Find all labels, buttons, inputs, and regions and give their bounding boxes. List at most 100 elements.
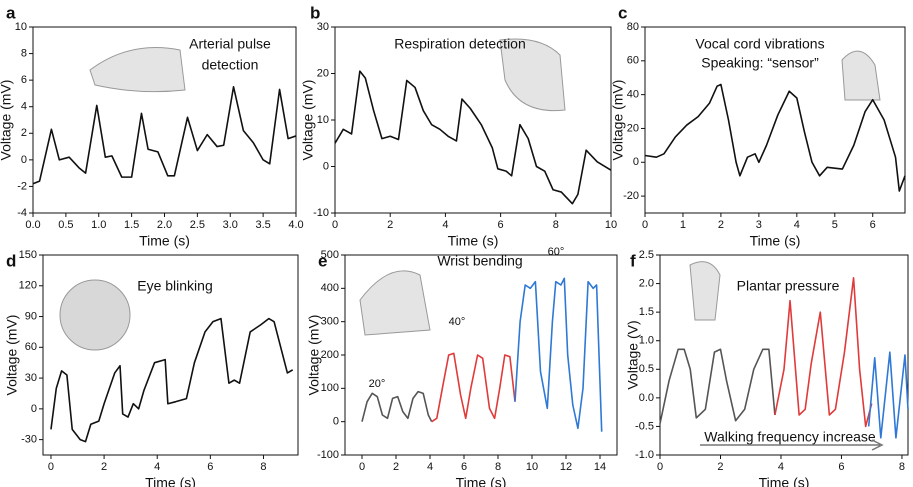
x-tick-label: 0.0 bbox=[25, 219, 40, 231]
y-axis-label: Voltage (mV) bbox=[306, 315, 322, 396]
y-tick-label: 150 bbox=[19, 249, 37, 261]
y-tick-label: 0 bbox=[21, 154, 27, 166]
x-axis-label: Time (s) bbox=[759, 475, 810, 487]
x-tick-label: 2 bbox=[717, 461, 723, 473]
y-tick-label: -10 bbox=[313, 207, 329, 219]
y-tick-label: 400 bbox=[321, 282, 339, 294]
y-tick-label: 0.5 bbox=[639, 363, 654, 375]
y-tick-label: 0.0 bbox=[639, 392, 654, 404]
y-tick-label: 1.0 bbox=[639, 335, 654, 347]
x-tick-label: 5 bbox=[832, 219, 838, 231]
y-tick-label: -1.0 bbox=[635, 449, 654, 461]
y-tick-label: 6 bbox=[21, 74, 27, 86]
y-tick-label: 500 bbox=[321, 249, 339, 261]
plot-frame bbox=[659, 254, 909, 456]
face-icon bbox=[59, 279, 131, 351]
x-tick-label: 0 bbox=[332, 219, 338, 231]
y-tick-label: -100 bbox=[317, 449, 339, 461]
x-tick-label: 2.5 bbox=[190, 219, 205, 231]
x-tick-label: 6 bbox=[498, 219, 504, 231]
face-illustration bbox=[499, 38, 566, 112]
x-tick-label: 4 bbox=[154, 461, 160, 473]
y-axis-label: Voltage (mV) bbox=[610, 80, 626, 161]
x-axis-label: Time (s) bbox=[750, 233, 801, 249]
y-axis-label: Voltage (V) bbox=[625, 320, 641, 389]
x-tick-label: 6 bbox=[870, 219, 876, 231]
y-tick-label: 80 bbox=[627, 21, 639, 33]
wrist-illustration bbox=[359, 270, 431, 336]
y-axis-label: Voltage (mV) bbox=[300, 80, 316, 161]
x-tick-label: 10 bbox=[526, 461, 538, 473]
x-tick-label: 0 bbox=[657, 461, 663, 473]
annotation: Speaking: “sensor” bbox=[701, 55, 819, 71]
x-tick-label: 0.5 bbox=[58, 219, 73, 231]
annotation: Arterial pulse bbox=[189, 36, 271, 52]
y-tick-label: 90 bbox=[25, 310, 37, 322]
y-tick-label: -4 bbox=[17, 207, 27, 219]
annotation: Plantar pressure bbox=[737, 278, 840, 294]
illustrations bbox=[59, 38, 881, 351]
child-illustration bbox=[689, 261, 721, 321]
y-tick-label: 0 bbox=[323, 160, 329, 172]
y-tick-label: 0 bbox=[31, 403, 37, 415]
annotation: Wrist bending bbox=[437, 253, 522, 269]
y-tick-label: 0 bbox=[333, 416, 339, 428]
panel-label: d bbox=[6, 251, 16, 270]
x-tick-label: 8 bbox=[899, 461, 905, 473]
x-tick-label: 3.0 bbox=[223, 219, 238, 231]
x-tick-label: 4 bbox=[778, 461, 784, 473]
x-tick-label: 4 bbox=[442, 219, 448, 231]
series-label: 20° bbox=[369, 378, 386, 390]
y-axis-label: Voltage (mV) bbox=[0, 80, 14, 161]
x-tick-label: 2 bbox=[718, 219, 724, 231]
data-line bbox=[32, 85, 297, 185]
y-tick-label: 60 bbox=[627, 55, 639, 67]
y-tick-label: 60 bbox=[25, 341, 37, 353]
hand-illustration bbox=[89, 47, 186, 93]
data-line bbox=[644, 83, 906, 192]
y-axis-label: Voltage (mV) bbox=[4, 315, 20, 396]
panel-label: c bbox=[618, 3, 627, 22]
plot-frame bbox=[42, 254, 299, 456]
x-tick-label: 8 bbox=[495, 461, 501, 473]
y-tick-label: 100 bbox=[321, 382, 339, 394]
y-tick-label: 30 bbox=[25, 372, 37, 384]
speaker-illustration bbox=[841, 50, 881, 101]
x-tick-label: 1.5 bbox=[124, 219, 139, 231]
y-tick-label: 200 bbox=[321, 349, 339, 361]
x-tick-label: 12 bbox=[560, 461, 572, 473]
y-tick-label: 40 bbox=[627, 89, 639, 101]
series-label: 40° bbox=[449, 316, 466, 328]
x-tick-label: 14 bbox=[594, 461, 606, 473]
panel-label: a bbox=[6, 3, 16, 22]
data-line bbox=[50, 317, 294, 443]
x-axis-label: Time (s) bbox=[456, 475, 507, 487]
y-tick-label: 300 bbox=[321, 316, 339, 328]
x-tick-label: 0 bbox=[359, 461, 365, 473]
x-tick-label: 2 bbox=[387, 219, 393, 231]
x-tick-label: 6 bbox=[838, 461, 844, 473]
data-line bbox=[867, 351, 909, 439]
y-tick-label: 2.5 bbox=[639, 249, 654, 261]
annotation: Vocal cord vibrations bbox=[695, 36, 824, 52]
x-axis-label: Time (s) bbox=[139, 233, 190, 249]
x-tick-label: 6 bbox=[461, 461, 467, 473]
x-tick-label: 8 bbox=[260, 461, 266, 473]
y-tick-label: 4 bbox=[21, 101, 27, 113]
x-tick-label: 4.0 bbox=[288, 219, 303, 231]
x-tick-label: 4 bbox=[794, 219, 800, 231]
y-tick-label: 8 bbox=[21, 47, 27, 59]
x-tick-label: 1 bbox=[680, 219, 686, 231]
data-line bbox=[659, 348, 776, 424]
y-tick-label: -30 bbox=[21, 434, 37, 446]
data-line bbox=[431, 352, 516, 423]
x-tick-label: 3 bbox=[756, 219, 762, 231]
y-tick-label: 10 bbox=[317, 114, 329, 126]
panel-label: b bbox=[310, 3, 320, 22]
data-line bbox=[334, 70, 612, 205]
x-tick-label: 1.0 bbox=[91, 219, 106, 231]
annotation: Respiration detection bbox=[394, 36, 526, 52]
y-tick-label: 2 bbox=[21, 127, 27, 139]
x-axis-label: Time (s) bbox=[145, 475, 196, 487]
